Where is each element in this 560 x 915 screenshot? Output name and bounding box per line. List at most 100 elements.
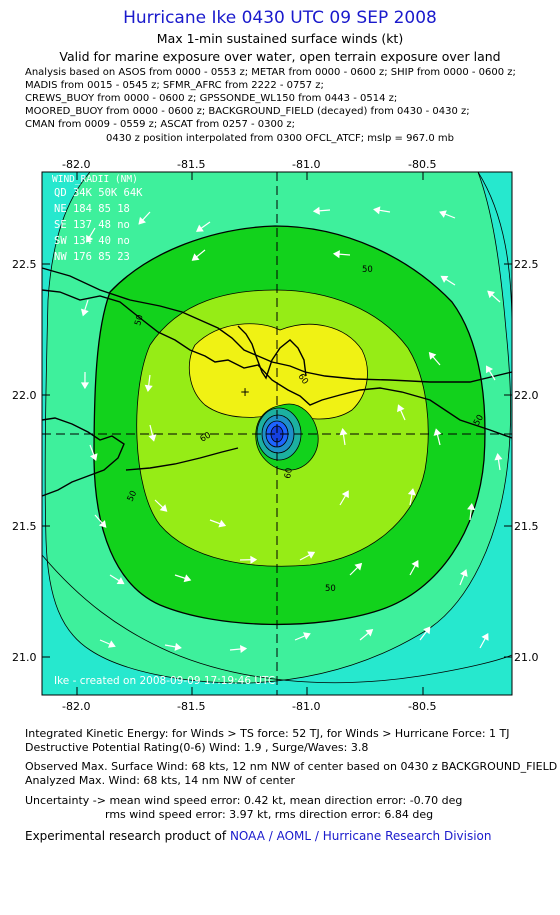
x-tick-label-top: -82.0 [62, 158, 90, 171]
analyzed-max-wind: Analyzed Max. Wind: 68 kts, 14 nm NW of … [25, 774, 296, 787]
wind-arrow-head [89, 453, 98, 462]
wind-radii-row: SE 137 48 no [54, 219, 130, 231]
x-tick-label-top: -81.5 [177, 158, 205, 171]
wind-arrow-head [174, 642, 182, 651]
wind-arrow-head [339, 428, 348, 436]
wind-arrow-head [312, 206, 320, 215]
wind-arrow-head [159, 504, 168, 512]
wind-arrow-head [341, 490, 349, 499]
x-tick-label-bottom: -81.0 [292, 700, 320, 713]
isla-juventud-coast [41, 417, 125, 497]
cuba-coast-south [41, 289, 513, 439]
wind-arrow-head [467, 502, 476, 511]
wind-contours [42, 172, 512, 695]
wind-arrow-head [86, 234, 94, 243]
y-tick-label-left: 21.0 [12, 651, 37, 664]
y-tick-label-right: 22.0 [514, 389, 539, 402]
uncertainty-rms: rms wind speed error: 3.97 kt, rms direc… [105, 808, 434, 821]
x-tick-label-top: -80.5 [408, 158, 436, 171]
contour-label: 50 [472, 413, 486, 427]
wind-radii-row: NE 184 85 18 [54, 203, 130, 215]
axis-tick-labels: -82.0 -81.5 -81.0 -80.5 -82.0 -81.5 -81.… [12, 158, 539, 713]
dpr-text: Destructive Potential Rating(0-6) Wind: … [25, 741, 369, 754]
wind-arrow-head [303, 632, 311, 640]
wind-arrow-head [481, 632, 489, 641]
x-tick-label-bottom: -81.5 [177, 700, 205, 713]
coastlines [41, 267, 513, 497]
wind-arrow-head [439, 210, 447, 218]
wind-arrow-head [80, 382, 90, 390]
product-credit: Experimental research product of NOAA / … [25, 829, 492, 843]
wind-arrow-head [191, 253, 200, 261]
y-tick-label-right: 21.0 [514, 651, 539, 664]
uncertainty-mean: Uncertainty -> mean wind speed error: 0.… [25, 794, 463, 807]
x-tick-label-bottom: -82.0 [62, 700, 90, 713]
wind-arrow-head [148, 434, 157, 442]
wind-arrow-head [144, 384, 153, 393]
wind-arrow-head [494, 453, 503, 461]
x-tick-label-bottom: -80.5 [408, 700, 436, 713]
wind-arrows [80, 206, 503, 654]
subtitle-winds: Max 1-min sustained surface winds (kt) [156, 31, 404, 46]
max-wind-marker: + [240, 385, 250, 399]
wind-radii-table: WIND_RADII (NM) QD 34K 50K 64K NE 184 85… [52, 174, 143, 263]
wind-arrow-head [354, 562, 363, 571]
cays-coast [125, 447, 239, 471]
wind-arrow-head [80, 308, 89, 317]
y-tick-label-left: 22.0 [12, 389, 37, 402]
analysis-line: CMAN from 0009 - 0559 z; ASCAT from 0257… [25, 119, 296, 130]
y-tick-label-left: 22.5 [12, 258, 37, 271]
contour-fill-yellow [188, 323, 368, 420]
analysis-line: MOORED_BUOY from 0000 - 0600 z; BACKGROU… [25, 106, 470, 117]
wind-arrow-head [411, 559, 419, 568]
page-title: Hurricane Ike 0430 UTC 09 SEP 2008 [123, 8, 437, 28]
wind-arrow-head [116, 577, 125, 585]
wind-arrow-head [107, 640, 116, 648]
wind-radii-header: QD 34K 50K 64K [54, 187, 143, 199]
product-prefix: Experimental research product of [25, 829, 227, 843]
contour-label: 60 [199, 431, 213, 445]
wind-arrow-head [428, 351, 437, 360]
wind-arrow-head [440, 275, 449, 283]
wind-arrow-head [183, 574, 192, 583]
wind-arrow-head [433, 428, 442, 436]
wind-radii-title: WIND_RADII (NM) [52, 174, 138, 185]
y-tick-label-right: 21.5 [514, 520, 539, 533]
analysis-line: CREWS_BUOY from 0000 - 0600 z; GPSSONDE_… [25, 93, 398, 104]
axis-ticks [42, 172, 512, 695]
analysis-line: MADIS from 0015 - 0545 z; SFMR_AFRC from… [25, 80, 324, 91]
contour-label: 50 [325, 584, 336, 594]
wind-arrow-head [218, 519, 227, 528]
wind-arrow-head [307, 551, 316, 559]
peninsula-coast [237, 325, 307, 380]
wind-radii-row: NW 176 85 23 [54, 251, 130, 263]
wind-radii-row: SW 134 40 no [54, 235, 130, 247]
wind-arrow-head [239, 644, 248, 654]
subtitle-exposure: Valid for marine exposure over water, op… [59, 49, 501, 64]
wind-arrow-head [486, 365, 494, 374]
hrd-link[interactable]: NOAA / AOML / Hurricane Research Divisio… [229, 829, 492, 843]
wind-arrow-head [138, 216, 146, 225]
wind-arrow-head [373, 206, 381, 215]
wind-arrow-head [250, 555, 258, 564]
contour-line-outer [42, 554, 512, 684]
wind-arrow-head [98, 520, 107, 528]
wind-arrow-head [407, 488, 416, 496]
wind-arrow-head [332, 250, 340, 259]
contour-label: 60 [283, 467, 295, 479]
wind-arrow-head [460, 569, 468, 577]
wind-arrow-head [195, 224, 204, 232]
cuba-coast-north [41, 267, 513, 383]
contour-label: 50 [362, 265, 373, 275]
wind-arrow-head [365, 629, 374, 637]
center-crosshair [42, 172, 512, 695]
analysis-line: Analysis based on ASOS from 0000 - 0553 … [25, 67, 516, 78]
y-tick-label-right: 22.5 [514, 258, 539, 271]
wind-arrow-head [423, 626, 431, 635]
observed-max-wind: Observed Max. Surface Wind: 68 kts, 12 n… [25, 760, 558, 773]
x-tick-label-top: -81.0 [292, 158, 320, 171]
wind-arrow-head [397, 404, 405, 413]
plot-frame [41, 171, 513, 696]
ike-text: Integrated Kinetic Energy: for Winds > T… [25, 727, 510, 740]
